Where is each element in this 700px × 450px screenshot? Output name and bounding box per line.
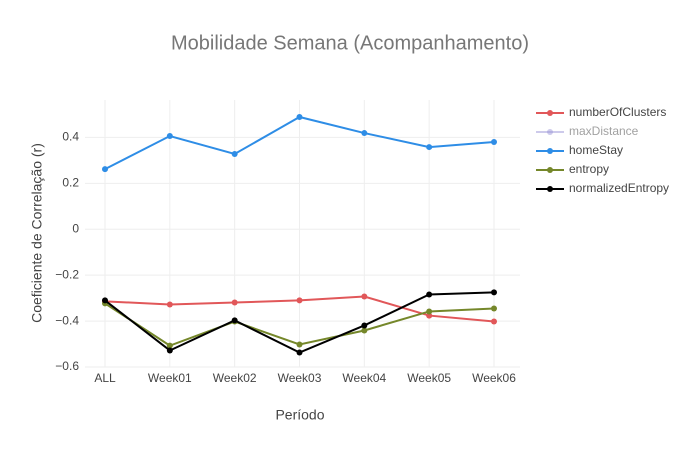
y-tick-label: 0: [72, 221, 79, 235]
x-axis-title: Período: [275, 407, 324, 423]
data-point: [166, 133, 173, 140]
data-point: [102, 297, 108, 304]
x-tick-label: Week02: [213, 371, 257, 385]
x-tick-label: Week04: [342, 371, 386, 385]
data-point: [231, 317, 238, 324]
y-tick-label: −0.2: [55, 267, 79, 281]
y-tick-label: −0.4: [55, 313, 79, 327]
data-point: [166, 342, 173, 349]
x-tick-label: ALL: [94, 371, 116, 385]
data-point: [166, 301, 173, 308]
data-point: [231, 150, 238, 157]
data-point: [361, 130, 368, 137]
data-point: [491, 305, 497, 312]
data-point: [296, 349, 303, 356]
data-point: [296, 341, 303, 348]
x-tick-label: Week06: [472, 371, 516, 385]
data-point: [426, 291, 433, 298]
legend-marker: [547, 110, 553, 116]
legend-label: entropy: [569, 162, 609, 176]
data-point: [426, 308, 433, 315]
legend-label: maxDistance: [569, 124, 639, 138]
data-point: [491, 139, 497, 146]
y-axis-title: Coeficiente de Correlação (r): [29, 143, 45, 323]
data-point: [426, 144, 433, 151]
legend-marker: [547, 167, 553, 173]
data-point: [296, 297, 303, 304]
data-point: [361, 322, 368, 329]
legend-marker: [547, 148, 553, 154]
data-point: [361, 293, 368, 300]
legend-label: normalizedEntropy: [569, 181, 669, 195]
data-point: [426, 312, 433, 319]
data-point: [102, 166, 108, 173]
data-point: [491, 289, 497, 296]
data-point: [296, 113, 303, 120]
data-point: [166, 347, 173, 354]
legend-marker: [547, 186, 553, 192]
y-tick-label: 0.4: [62, 130, 79, 144]
data-point: [231, 299, 238, 306]
data-point: [491, 318, 497, 325]
y-tick-label: 0.2: [62, 176, 79, 190]
x-tick-label: Week05: [407, 371, 451, 385]
x-tick-label: Week03: [278, 371, 322, 385]
data-point: [361, 327, 368, 334]
legend-label: numberOfClusters: [569, 105, 666, 119]
legend-label: homeStay: [569, 143, 623, 157]
chart-title: Mobilidade Semana (Acompanhamento): [171, 32, 529, 54]
legend-marker: [547, 129, 553, 135]
x-tick-label: Week01: [148, 371, 192, 385]
y-tick-label: −0.6: [55, 359, 79, 373]
